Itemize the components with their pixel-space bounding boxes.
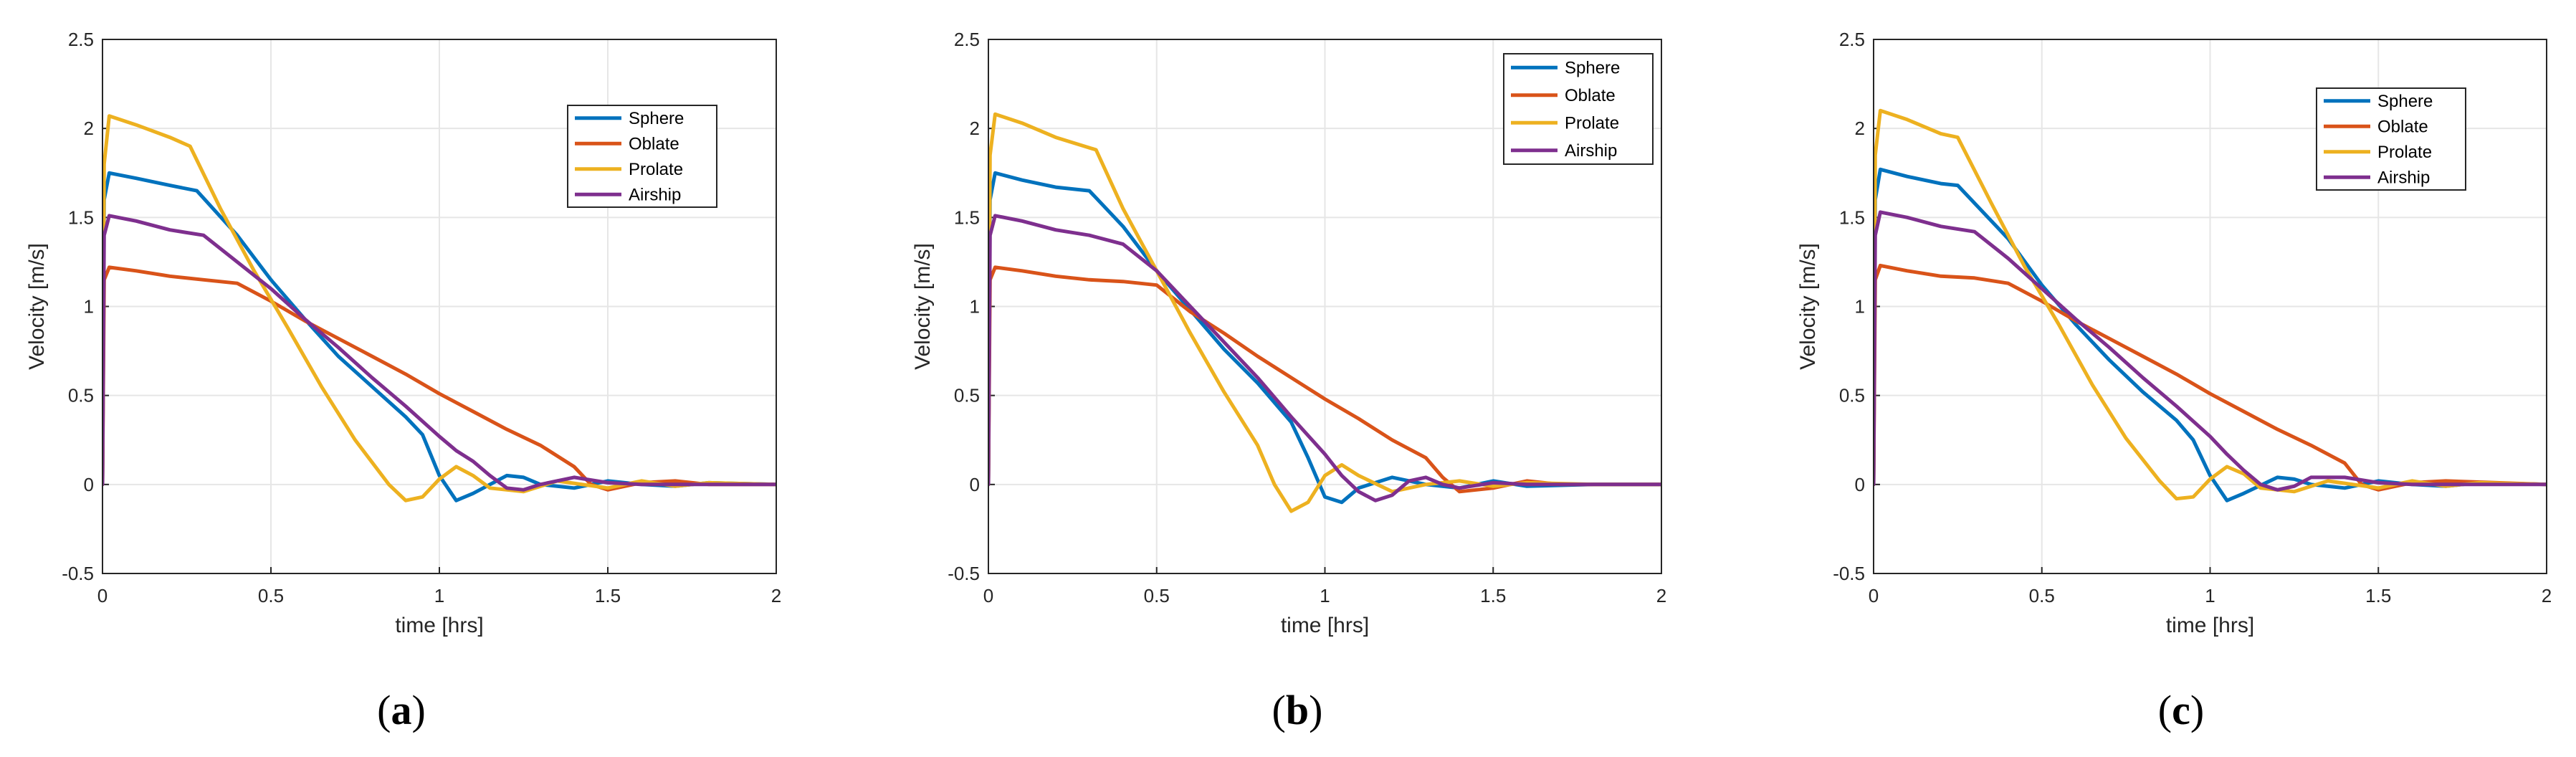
legend: Sphere Oblate Prolate Airship bbox=[1503, 53, 1654, 165]
y-tick-label: 2.5 bbox=[68, 29, 94, 50]
y-tick-label: 0 bbox=[1855, 474, 1865, 495]
y-axis-label: Velocity [m/s] bbox=[25, 243, 49, 370]
y-tick-label: 2.5 bbox=[954, 29, 980, 50]
series-line-prolate bbox=[988, 112, 1661, 513]
series-line-airship bbox=[1874, 210, 2547, 492]
x-tick-label: 0 bbox=[1869, 585, 1879, 606]
legend-label-airship: Airship bbox=[2377, 168, 2430, 187]
legend-label-sphere: Sphere bbox=[1565, 58, 1620, 77]
legend-box bbox=[1503, 53, 1654, 165]
y-tick-label: 2 bbox=[970, 118, 980, 139]
legend-label-oblate: Oblate bbox=[1565, 86, 1616, 105]
x-axis-label: time [hrs] bbox=[2166, 614, 2254, 637]
y-tick-label: 1 bbox=[970, 296, 980, 318]
y-tick-label: 1.5 bbox=[954, 206, 980, 228]
series-line-prolate bbox=[102, 114, 776, 503]
panel-caption: (a) bbox=[377, 687, 426, 733]
y-tick-label: -0.5 bbox=[948, 563, 980, 584]
x-tick-label: 1.5 bbox=[1480, 585, 1506, 606]
y-tick-label: 0.5 bbox=[1839, 385, 1865, 406]
x-tick-label: 1.5 bbox=[595, 585, 621, 606]
y-tick-label: -0.5 bbox=[1833, 563, 1865, 584]
y-tick-label: 1 bbox=[84, 296, 94, 318]
y-tick-label: 2.5 bbox=[1839, 29, 1865, 50]
axes-box bbox=[988, 39, 1662, 574]
x-axis-label: time [hrs] bbox=[395, 614, 483, 637]
y-tick-label: -0.5 bbox=[62, 563, 94, 584]
legend: Sphere Oblate Prolate Airship bbox=[567, 105, 717, 208]
series-line-airship bbox=[102, 214, 776, 492]
legend-label-prolate: Prolate bbox=[2377, 143, 2432, 162]
y-tick-label: 1.5 bbox=[1839, 206, 1865, 228]
legend-label-sphere: Sphere bbox=[2377, 92, 2433, 111]
panel-caption: (b) bbox=[1272, 687, 1323, 733]
x-axis-label: time [hrs] bbox=[1281, 614, 1369, 637]
x-tick-label: 2 bbox=[1656, 585, 1666, 606]
series-line-airship bbox=[988, 214, 1661, 503]
series-group bbox=[988, 112, 1661, 513]
legend: Sphere Oblate Prolate Airship bbox=[2316, 87, 2466, 191]
x-tick-label: 0.5 bbox=[1144, 585, 1170, 606]
x-tick-label: 1.5 bbox=[2365, 585, 2391, 606]
y-tick-label: 0 bbox=[970, 474, 980, 495]
series-group bbox=[1874, 108, 2547, 503]
y-tick-label: 2 bbox=[1855, 118, 1865, 139]
legend-label-oblate: Oblate bbox=[2377, 117, 2428, 136]
x-tick-label: 0 bbox=[983, 585, 993, 606]
y-tick-label: 0.5 bbox=[68, 385, 94, 406]
x-tick-label: 0.5 bbox=[2029, 585, 2055, 606]
y-tick-label: 1.5 bbox=[68, 206, 94, 228]
series-line-oblate bbox=[988, 265, 1661, 494]
panel-caption: (c) bbox=[2158, 687, 2204, 733]
y-tick-label: 0.5 bbox=[954, 385, 980, 406]
x-tick-label: 1 bbox=[434, 585, 444, 606]
y-axis-label: Velocity [m/s] bbox=[1796, 243, 1820, 370]
legend-label-airship: Airship bbox=[1565, 141, 1617, 161]
y-tick-label: 1 bbox=[1855, 296, 1865, 318]
x-tick-label: 0.5 bbox=[258, 585, 284, 606]
legend-label-airship: Airship bbox=[629, 185, 681, 204]
x-tick-label: 2 bbox=[771, 585, 781, 606]
x-tick-label: 0 bbox=[97, 585, 108, 606]
legend-label-oblate: Oblate bbox=[629, 134, 679, 153]
y-tick-label: 2 bbox=[84, 118, 94, 139]
legend-label-sphere: Sphere bbox=[629, 109, 684, 128]
axes-box bbox=[1873, 39, 2547, 574]
legend-label-prolate: Prolate bbox=[1565, 113, 1619, 133]
legend-box bbox=[567, 105, 717, 208]
x-tick-label: 1 bbox=[1320, 585, 1330, 606]
legend-label-prolate: Prolate bbox=[629, 160, 683, 179]
legend-box bbox=[2316, 87, 2466, 191]
series-group bbox=[102, 114, 776, 503]
x-tick-label: 1 bbox=[2205, 585, 2215, 606]
axes-box bbox=[102, 39, 777, 574]
y-axis-label: Velocity [m/s] bbox=[911, 243, 935, 370]
x-tick-label: 2 bbox=[2542, 585, 2552, 606]
y-tick-label: 0 bbox=[84, 474, 94, 495]
series-line-prolate bbox=[1874, 108, 2547, 501]
